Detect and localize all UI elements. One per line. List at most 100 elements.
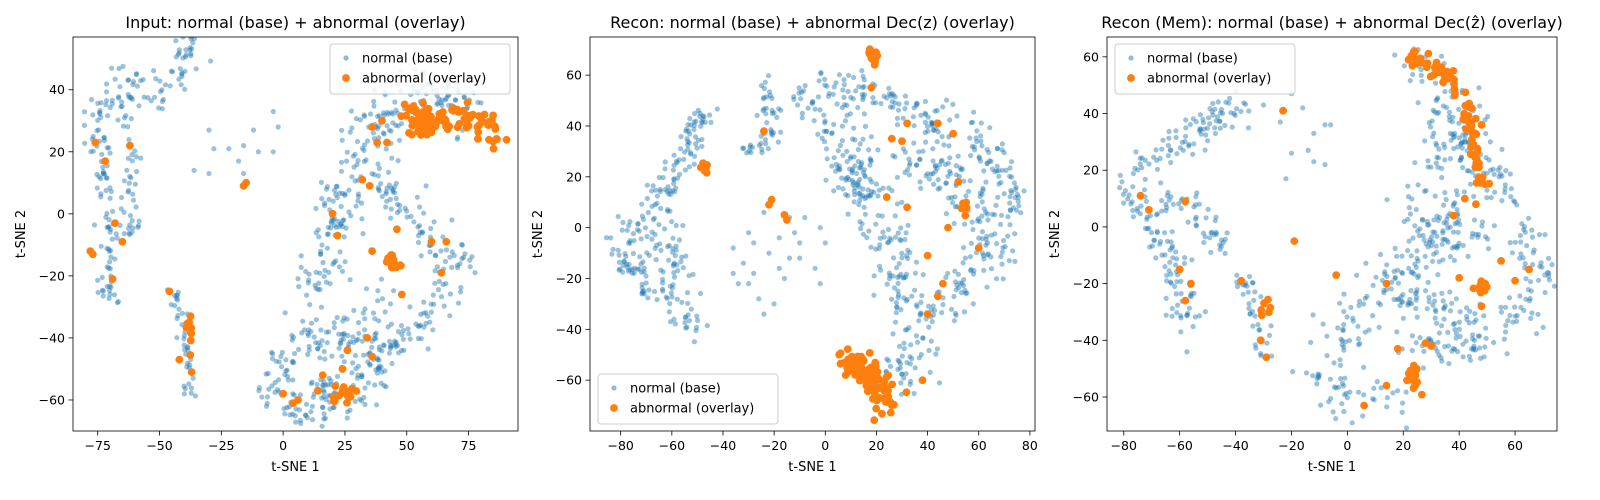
point-normal (1491, 223, 1497, 229)
point-abnormal (874, 384, 883, 393)
point-normal (183, 52, 189, 58)
point-normal (105, 113, 111, 119)
point-normal (327, 225, 334, 231)
point-normal (374, 370, 380, 376)
point-normal (1428, 164, 1434, 170)
point-normal (1169, 245, 1175, 251)
point-abnormal (843, 345, 852, 353)
point-normal (1430, 239, 1436, 245)
point-normal (1445, 239, 1451, 245)
point-normal (1196, 201, 1202, 207)
point-normal (666, 191, 672, 197)
point-normal (624, 227, 630, 233)
point-normal (890, 104, 896, 110)
point-normal (984, 233, 990, 239)
point-normal (888, 237, 894, 243)
point-normal (442, 97, 448, 103)
point-normal (1217, 125, 1223, 131)
point-normal (1456, 326, 1462, 332)
point-abnormal (373, 138, 381, 147)
point-normal (947, 170, 954, 176)
point-normal (840, 152, 846, 158)
point-normal (387, 196, 393, 202)
point-normal (339, 223, 346, 230)
point-normal (1508, 186, 1514, 192)
point-normal (1384, 395, 1390, 401)
point-abnormal (836, 359, 845, 368)
point-normal (861, 91, 868, 98)
point-normal (1435, 95, 1441, 101)
x-tick-label: 40 (1451, 438, 1467, 453)
point-normal (1458, 157, 1464, 163)
point-normal (798, 96, 804, 102)
point-normal (1523, 296, 1529, 302)
point-normal (894, 174, 901, 180)
point-normal (674, 296, 680, 302)
point-normal (1471, 193, 1477, 200)
point-normal (836, 163, 843, 169)
legend-marker-abnormal (1127, 74, 1135, 82)
point-normal (791, 96, 797, 102)
point-normal (1303, 370, 1310, 376)
point-normal (676, 237, 683, 243)
point-normal (797, 255, 803, 261)
point-normal (1482, 234, 1489, 240)
point-normal (1442, 303, 1448, 309)
point-normal (135, 224, 141, 230)
point-normal (1417, 335, 1423, 341)
point-normal (1529, 227, 1535, 233)
point-normal (644, 250, 650, 256)
point-normal (851, 154, 857, 160)
point-normal (962, 221, 968, 227)
point-normal (173, 54, 179, 60)
point-abnormal (1403, 376, 1411, 385)
point-normal (666, 257, 672, 263)
point-normal (952, 204, 959, 210)
point-abnormal (887, 401, 896, 410)
point-normal (660, 280, 666, 286)
point-normal (293, 406, 299, 412)
point-normal (1434, 348, 1440, 354)
point-normal (1133, 149, 1139, 155)
point-normal (427, 319, 433, 325)
point-normal (894, 201, 901, 207)
point-normal (1159, 252, 1165, 258)
point-normal (1316, 374, 1322, 380)
point-normal (1146, 161, 1152, 167)
point-normal (390, 189, 396, 195)
point-normal (1132, 165, 1138, 172)
point-normal (907, 361, 914, 367)
point-normal (669, 219, 675, 225)
point-normal (334, 195, 340, 201)
point-normal (181, 336, 187, 342)
point-normal (925, 114, 931, 120)
point-normal (896, 273, 902, 279)
point-normal (1371, 385, 1377, 391)
point-abnormal (186, 336, 195, 345)
point-normal (668, 319, 674, 325)
point-normal (1440, 103, 1446, 109)
point-normal (1423, 187, 1429, 194)
point-normal (176, 50, 182, 56)
point-normal (1213, 118, 1219, 124)
point-abnormal (392, 263, 400, 272)
point-normal (372, 316, 378, 322)
point-normal (1408, 270, 1414, 276)
point-normal (984, 146, 990, 153)
point-normal (1181, 260, 1187, 267)
point-normal (1344, 314, 1350, 320)
point-normal (688, 151, 694, 157)
point-normal (1518, 239, 1524, 245)
point-normal (629, 270, 636, 276)
point-normal (898, 380, 904, 386)
point-normal (1392, 274, 1398, 280)
point-abnormal (414, 121, 422, 130)
point-normal (130, 191, 136, 197)
point-normal (121, 178, 127, 184)
point-abnormal (1449, 211, 1458, 220)
point-normal (1144, 214, 1150, 220)
point-normal (1467, 357, 1473, 363)
point-abnormal (279, 389, 287, 398)
point-normal (116, 94, 122, 100)
point-normal (383, 189, 389, 195)
